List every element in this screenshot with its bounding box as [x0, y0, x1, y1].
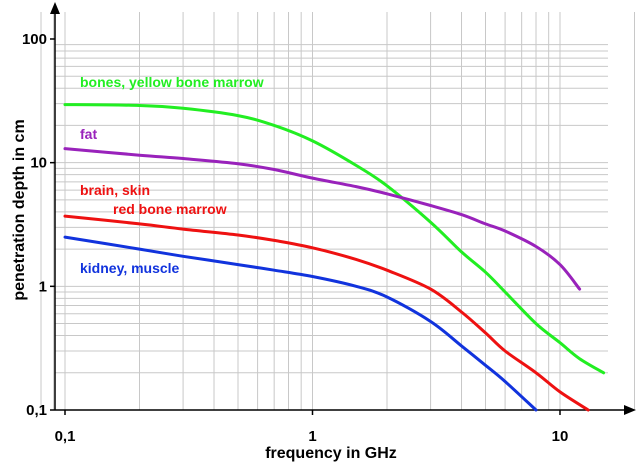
- y-tick-label: 0,1: [26, 402, 47, 419]
- series-labels: bones, yellow bone marrow fat brain, skin r…: [80, 74, 264, 276]
- series-line-kidney: [63, 235, 538, 412]
- series-line-bones: [63, 103, 606, 375]
- series-label-bones: bones, yellow bone marrow: [80, 74, 264, 90]
- x-tick-label: 1: [308, 428, 316, 445]
- series-label-kidney: kidney, muscle: [80, 260, 180, 276]
- y-tick-label: 10: [30, 155, 47, 172]
- y-tick-label: 1: [39, 278, 47, 295]
- x-tick-label: 10: [552, 428, 569, 445]
- x-axis-label: frequency in GHz: [265, 445, 397, 462]
- series-lines: [63, 103, 606, 412]
- axes: 0,1 1 10 0,1 1 10 100: [22, 2, 636, 445]
- grid: [40, 12, 636, 410]
- series-label-brain: brain, skin: [80, 182, 150, 198]
- x-axis-arrow: [624, 405, 636, 415]
- series-line-fat: [63, 147, 582, 291]
- y-axis-label: penetration depth in cm: [11, 119, 28, 300]
- y-axis-arrow: [50, 2, 60, 14]
- series-label-fat: fat: [80, 126, 97, 142]
- series-line-brain: [63, 214, 590, 412]
- y-tick-label: 100: [22, 31, 47, 48]
- x-tick-label: 0,1: [55, 428, 76, 445]
- series-label-brain: red bone marrow: [113, 201, 227, 217]
